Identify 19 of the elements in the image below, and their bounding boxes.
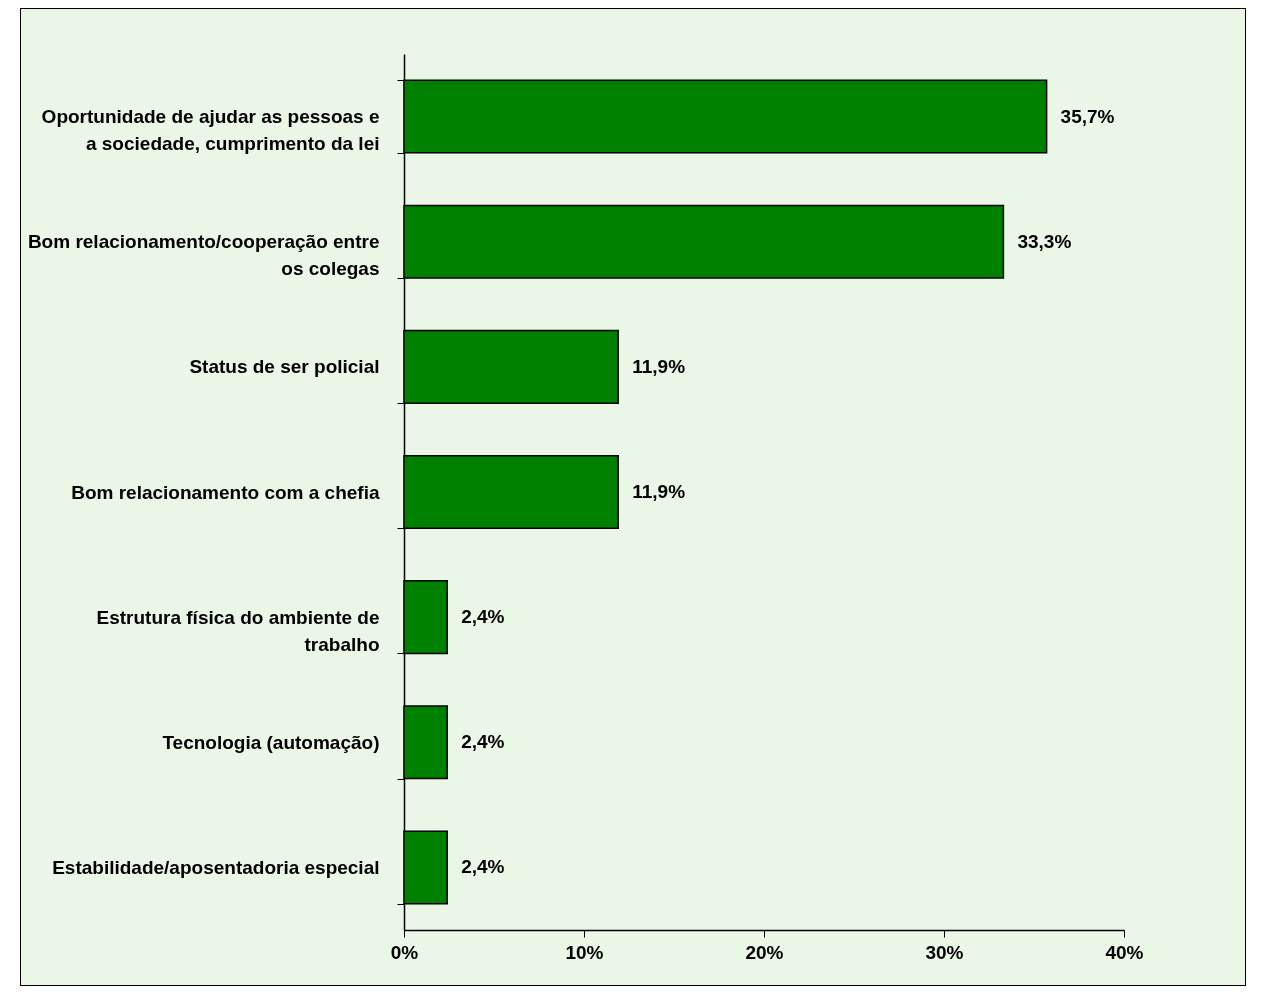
data-label: 11,9% — [632, 355, 686, 377]
y-tick-label: Bom relacionamento/cooperação entre os colegas — [27, 231, 380, 280]
y-tick-label: Estrutura física do ambiente de trabalho — [96, 606, 380, 655]
x-tick-label: 30% — [925, 941, 964, 963]
y-tick-label: Status de ser policial — [189, 356, 380, 378]
data-label: 11,9% — [632, 481, 686, 502]
x-tick-label: 40% — [1105, 941, 1144, 963]
x-tick-label: 0% — [390, 941, 419, 963]
y-tick-label: Oportunidade de ajudar as pessoas e a sociedade, cumprimento da lei — [41, 106, 380, 155]
y-tick-label: Tecnologia (automação) — [162, 731, 380, 753]
x-tick-label: 20% — [745, 941, 784, 963]
data-label: 2,4% — [461, 856, 505, 878]
y-tick-label: Bom relacionamento com a chefia — [71, 481, 380, 503]
data-label: 35,7% — [1060, 105, 1115, 127]
x-tick-label: 10% — [565, 941, 604, 963]
y-tick-label: Estabilidade/aposentadoria especial — [52, 856, 380, 878]
data-label: 2,4% — [461, 731, 505, 753]
data-label: 2,4% — [461, 606, 505, 628]
data-label: 33,3% — [1017, 230, 1072, 252]
